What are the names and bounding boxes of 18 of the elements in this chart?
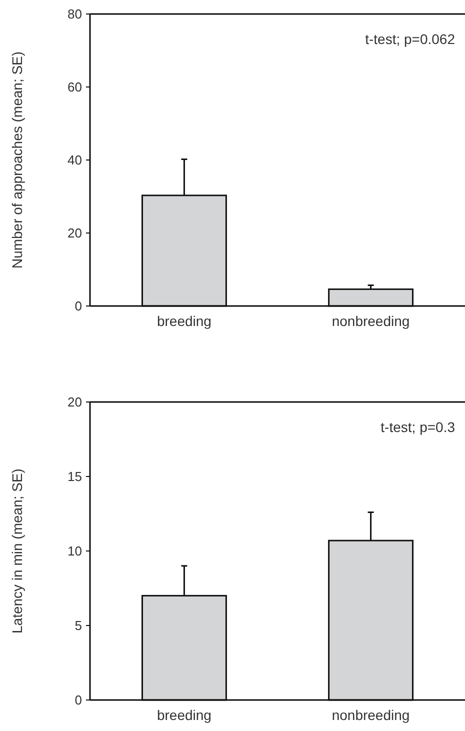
y-tick-label: 15: [68, 469, 82, 484]
y-axis-title: Number of approaches (mean; SE): [9, 51, 25, 269]
y-tick-label: 60: [68, 80, 82, 95]
annotation: t-test; p=0.3: [380, 419, 456, 435]
y-tick-label: 20: [68, 226, 82, 241]
x-tick-label: nonbreeding: [332, 313, 410, 329]
y-tick-label: 0: [74, 692, 82, 708]
y-axis-title: Latency in min (mean; SE): [9, 468, 25, 634]
x-tick-label: nonbreeding: [332, 707, 410, 723]
y-tick-label: 40: [68, 152, 82, 168]
y-tick-label: 80: [68, 6, 82, 22]
y-tick-label: 0: [74, 298, 82, 314]
annotation: t-test; p=0.062: [365, 31, 456, 47]
x-tick-label: breeding: [156, 707, 212, 723]
y-tick-label: 20: [68, 394, 82, 410]
x-tick-label: breeding: [156, 313, 212, 329]
y-tick-label: 10: [68, 544, 82, 559]
y-tick-label: 5: [74, 618, 82, 634]
